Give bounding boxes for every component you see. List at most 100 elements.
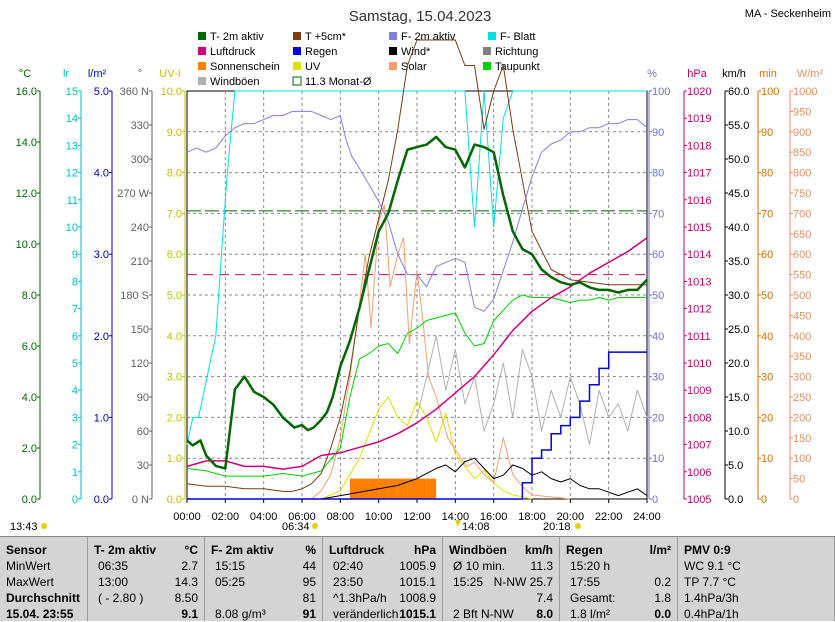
legend-label: Sonnenschein xyxy=(210,61,280,73)
axis-tick-label-pressure: 1006 xyxy=(687,467,711,479)
sunrise-label: 06:34 xyxy=(282,521,310,533)
cell-value: 1.4hPa/3h xyxy=(684,591,739,605)
axis-tick-label-wind: 40.0 xyxy=(728,222,749,234)
legend-label: UV xyxy=(305,61,321,73)
table-row: 9.1 xyxy=(88,606,204,622)
table-row: ( - 2.80 ) 8.50 xyxy=(88,590,204,606)
cell-value: 95 xyxy=(302,575,316,589)
location-label: MA - Seckenheim xyxy=(745,8,831,20)
legend-swatch xyxy=(483,47,491,55)
axis-tick-label-solar: 1000 xyxy=(793,86,817,98)
legend-label: Richtung xyxy=(495,46,538,58)
axis-tick-label-minutes: 20 xyxy=(761,412,773,424)
table-row: TP 7.7 °C xyxy=(678,574,834,590)
cell-value: 44 xyxy=(302,559,316,573)
axis-tick-label-dir: 90 xyxy=(137,392,149,404)
axis-tick-label-wind: 15.0 xyxy=(728,392,749,404)
axis-tick-label-temp: 10.0 xyxy=(16,239,37,251)
axis-tick-label-minutes: 80 xyxy=(761,168,773,180)
table-column: Windböen km/h Ø 10 min. 11.3 15:25 N-NW 25.7 7… xyxy=(443,537,560,621)
axis-unit-pressure: hPa xyxy=(687,68,707,80)
axis-tick-label-wind: 55.0 xyxy=(728,120,749,132)
chart-plot-area xyxy=(186,39,648,500)
legend-item: F- 2m aktiv xyxy=(389,31,456,43)
table-header: Windböen km/h xyxy=(443,542,559,558)
axis-tick-label-uv: 0.0 xyxy=(167,494,182,506)
axis-tick-label-solar: 100 xyxy=(793,453,811,465)
cell-value: 1.8 xyxy=(654,591,671,605)
x-axis: 00:00 02:00 04:00 06:00 08:00 10:00 12:00 14:00… xyxy=(10,499,661,533)
cell-value: 8.0 xyxy=(536,607,553,621)
x-tick-label: 12:00 xyxy=(403,511,431,523)
column-title: PMV 0:9 xyxy=(684,543,731,557)
legend-label: Luftdruck xyxy=(210,46,256,58)
table-row: 81 xyxy=(205,590,322,606)
table-header: Sensor xyxy=(0,542,87,558)
table-row: MaxWert xyxy=(0,574,87,590)
table-row: 13:00 14.3 xyxy=(88,574,204,590)
axis-tick-label-uv: 1.0 xyxy=(167,453,182,465)
cell-label: 05:25 xyxy=(215,575,246,589)
axis-tick-label-rain: 2.0 xyxy=(94,331,109,343)
axis-tick-label-minutes: 30 xyxy=(761,372,773,384)
series-line-solar xyxy=(311,204,571,500)
axis-tick-label-humidity: 20 xyxy=(652,412,664,424)
axis-tick-label-rain: 0.0 xyxy=(94,494,109,506)
chart-grid xyxy=(186,90,648,500)
sun-icon xyxy=(41,523,47,529)
axis-tick-label-solar: 700 xyxy=(793,208,811,220)
axis-tick-label-leaf: 9 xyxy=(72,249,78,261)
cell-label: ^1.3hPa/h xyxy=(333,591,387,605)
axis-tick-label-uv: 5.0 xyxy=(167,290,182,302)
axis-tick-label-wind: 60.0 xyxy=(728,86,749,98)
legend-swatch xyxy=(389,32,397,40)
x-tick-label: 08:00 xyxy=(327,511,355,523)
axis-tick-label-pressure: 1013 xyxy=(687,276,711,288)
axis-tick-label-solar: 350 xyxy=(793,351,811,363)
legend-swatch xyxy=(389,62,397,70)
table-column: T- 2m aktiv °C 06:35 2.7 13:00 14.3( - 2.80 )… xyxy=(88,537,205,621)
axis-tick-label-dir: 60 xyxy=(137,426,149,438)
series-line-humidity xyxy=(186,110,648,312)
cell-label: Gesamt: xyxy=(570,591,616,605)
axis-tick-label-pressure: 1016 xyxy=(687,195,711,207)
cell-label: 23:50 xyxy=(333,575,364,589)
cell-value: 14.3 xyxy=(174,575,198,589)
legend-swatch xyxy=(198,77,206,85)
axis-tick-label-solar: 50 xyxy=(793,474,805,486)
x-tick-label: 16:00 xyxy=(480,511,508,523)
legend-item: Richtung xyxy=(483,46,538,58)
axis-tick-label-wind: 10.0 xyxy=(728,426,749,438)
axis-unit-uv: UV-I xyxy=(159,68,180,80)
axis-tick-label-rain: 3.0 xyxy=(94,249,109,261)
axis-unit-wind: km/h xyxy=(722,68,746,80)
axis-tick-label-solar: 800 xyxy=(793,168,811,180)
legend-label: Regen xyxy=(305,46,337,58)
cell-value: 15.04. 23:55 xyxy=(6,607,74,621)
legend-swatch xyxy=(292,76,302,86)
axis-tick-label-uv: 8.0 xyxy=(167,168,182,180)
column-title: Luftdruck xyxy=(329,543,385,557)
column-title: Sensor xyxy=(6,543,47,557)
cell-value: 0.2 xyxy=(654,575,671,589)
cell-value: 9.1 xyxy=(181,607,198,621)
cell-value: 11.3 xyxy=(530,559,553,573)
axis-tick-label-humidity: 30 xyxy=(652,372,664,384)
x-tick-label: 10:00 xyxy=(365,511,393,523)
sunrise-icon xyxy=(312,523,318,529)
axis-tick-label-pressure: 1010 xyxy=(687,358,711,370)
axis-tick-label-solar: 600 xyxy=(793,249,811,261)
sunshine-bar xyxy=(426,478,437,499)
column-unit: km/h xyxy=(524,543,553,557)
cell-label: 15:15 xyxy=(215,559,246,573)
x-tick-label: 14:00 xyxy=(442,511,470,523)
sunshine-bar xyxy=(388,478,398,499)
axis-tick-label-pressure: 1012 xyxy=(687,304,711,316)
axis-tick-label-pressure: 1020 xyxy=(687,86,711,98)
axis-tick-label-dir: 300 xyxy=(131,154,149,166)
axis-unit-rain: l/m² xyxy=(88,68,107,80)
axis-tick-label-temp: 14.0 xyxy=(16,137,37,149)
axis-tick-label-dir: 180 S xyxy=(120,290,149,302)
axis-tick-label-uv: 7.0 xyxy=(167,208,182,220)
x-tick-label: 18:00 xyxy=(518,511,546,523)
